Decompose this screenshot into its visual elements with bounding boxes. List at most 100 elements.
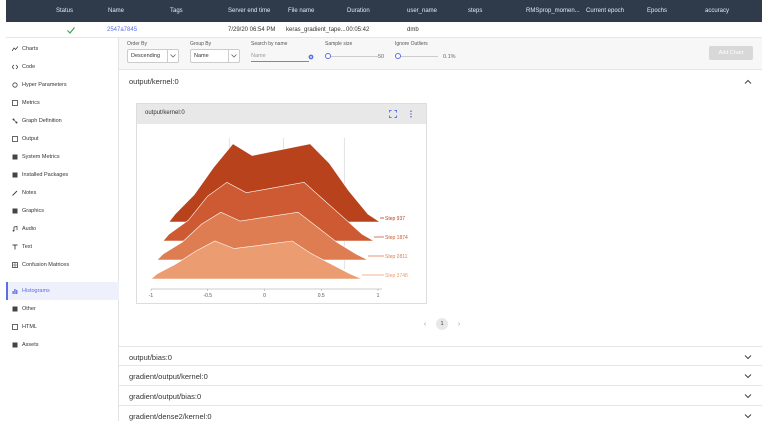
audio-icon	[12, 226, 18, 232]
col-steps[interactable]: steps	[468, 8, 483, 14]
sidebar-item-label: Metrics	[22, 100, 40, 106]
sidebar-item-graphics[interactable]: Graphics	[6, 202, 119, 220]
sidebar-item-label: Code	[22, 64, 36, 70]
page-number[interactable]: 1	[436, 318, 448, 330]
col-tags[interactable]: Tags	[170, 8, 183, 14]
histogram-layer	[150, 240, 363, 280]
search-label: Search by name	[251, 41, 288, 47]
sample-size-label: Sample size	[325, 41, 353, 47]
histogram-card: output/kernel:0 Step 937 Step 1874 Step 28…	[136, 103, 427, 304]
sidebar-item-label: Output	[22, 136, 39, 142]
prev-page-button[interactable]: ‹	[423, 320, 427, 328]
graphics-icon	[12, 208, 18, 214]
assets-icon	[12, 342, 18, 348]
sidebar-item-histograms[interactable]: Histograms	[6, 282, 119, 300]
sidebar-item-output[interactable]: Output	[6, 130, 119, 148]
more-options-icon[interactable]	[407, 110, 415, 118]
section-gradient-output-bias[interactable]: gradient/output/bias:0	[119, 386, 762, 406]
sidebar-item-label: Other	[22, 306, 36, 312]
sidebar-item-text[interactable]: Text	[6, 238, 119, 256]
series-label: Step 937	[385, 216, 405, 222]
system-metrics-icon	[12, 154, 18, 160]
group-by-label: Group By	[190, 41, 212, 47]
sample-size-handle[interactable]	[325, 53, 331, 59]
ignore-outliers-value: 0.1%	[443, 54, 456, 60]
col-name[interactable]: Name	[108, 8, 125, 14]
add-chart-button[interactable]: Add Chart	[709, 46, 753, 60]
histogram-toolbar: Order By Descending Group By Name Search…	[119, 38, 762, 70]
col-rmsprop[interactable]: RMSprop_momen...	[526, 8, 580, 14]
sidebar-item-label: Graphics	[22, 208, 45, 214]
sidebar-item-label: Graph Definition	[22, 118, 62, 124]
chevron-up-icon[interactable]	[744, 78, 752, 86]
sidebar-item-assets[interactable]: Assets	[6, 336, 119, 354]
sidebar-item-graph-definition[interactable]: Graph Definition	[6, 112, 119, 130]
run-name-link[interactable]: 2547a7845	[107, 27, 138, 33]
chevron-down-icon[interactable]	[744, 392, 752, 400]
hyperparameters-icon	[12, 82, 18, 88]
chevron-down-icon[interactable]	[744, 353, 752, 361]
sidebar-item-audio[interactable]: Audio	[6, 220, 119, 238]
col-current-epoch[interactable]: Current epoch	[586, 8, 625, 14]
run-file-name: keras_gradient_tape...	[286, 27, 346, 33]
check-icon	[67, 27, 75, 34]
sidebar-item-charts[interactable]: Charts	[6, 40, 119, 58]
order-by-select[interactable]: Descending	[127, 49, 179, 63]
col-file-name[interactable]: File name	[288, 8, 315, 14]
sidebar-item-system-metrics[interactable]: System Metrics	[6, 148, 119, 166]
order-by-label: Order By	[127, 41, 148, 47]
sidebar: Charts Code Hyper Parameters Metrics Gra…	[6, 38, 119, 421]
settings-icon[interactable]	[308, 54, 314, 60]
x-tick-label: 0.5	[318, 293, 325, 299]
sample-size-value: 50	[378, 54, 385, 60]
code-icon	[12, 64, 18, 70]
col-duration[interactable]: Duration	[347, 8, 370, 14]
ignore-outliers-handle[interactable]	[395, 53, 401, 59]
section-title: gradient/output/kernel:0	[129, 372, 208, 381]
card-title: output/kernel:0	[145, 110, 185, 116]
sidebar-item-notes[interactable]: Notes	[6, 184, 119, 202]
sidebar-item-hyper-parameters[interactable]: Hyper Parameters	[6, 76, 119, 94]
col-accuracy[interactable]: accuracy	[705, 8, 730, 14]
col-user-name[interactable]: user_name	[407, 8, 438, 14]
col-status[interactable]: Status	[56, 8, 74, 14]
sidebar-item-label: Audio	[22, 226, 37, 232]
ignore-outliers-slider[interactable]	[398, 56, 438, 57]
confusion-matrix-icon	[12, 262, 18, 268]
chevron-down-icon[interactable]	[744, 412, 752, 420]
sidebar-item-other[interactable]: Other	[6, 300, 119, 318]
next-page-button[interactable]: ›	[457, 320, 461, 328]
run-duration: 00:05:42	[346, 27, 370, 33]
section-output-kernel[interactable]: output/kernel:0	[119, 70, 762, 94]
section-gradient-output-kernel[interactable]: gradient/output/kernel:0	[119, 366, 762, 386]
table-row[interactable]: 2547a7845 7/29/20 06:54 PM keras_gradien…	[6, 22, 762, 38]
order-by-value: Descending	[131, 53, 161, 59]
table-header: Status Name Tags Server end time File na…	[6, 0, 762, 22]
sidebar-item-label: Confusion Matrices	[22, 262, 70, 268]
col-server-end-time[interactable]: Server end time	[228, 8, 271, 14]
sidebar-item-confusion-matrices[interactable]: Confusion Matrices	[6, 256, 119, 274]
sidebar-item-code[interactable]: Code	[6, 58, 119, 76]
search-placeholder: Name	[251, 53, 266, 59]
search-input[interactable]: Name	[251, 50, 309, 62]
output-icon	[12, 136, 18, 142]
run-user-name: dmb	[407, 27, 419, 33]
metrics-icon	[12, 100, 18, 106]
col-epochs[interactable]: Epochs	[647, 8, 668, 14]
sidebar-item-label: Assets	[22, 342, 39, 348]
series-label: Step 2811	[385, 254, 408, 260]
section-output-bias[interactable]: output/bias:0	[119, 346, 762, 366]
group-by-select[interactable]: Name	[190, 49, 240, 63]
sidebar-item-metrics[interactable]: Metrics	[6, 94, 119, 112]
sidebar-item-html[interactable]: HTML	[6, 318, 119, 336]
fullscreen-icon[interactable]	[389, 110, 397, 118]
x-tick-label: -1	[149, 293, 154, 299]
ignore-outliers-label: Ignore Outliers	[395, 41, 428, 47]
notes-icon	[12, 190, 18, 196]
sample-size-slider[interactable]	[328, 56, 378, 57]
series-label: Step 3748	[385, 273, 408, 279]
sidebar-item-label: Histograms	[22, 288, 50, 294]
chevron-down-icon[interactable]	[744, 372, 752, 380]
section-gradient-dense2-kernel[interactable]: gradient/dense2/kernel:0	[119, 406, 762, 421]
sidebar-item-installed-packages[interactable]: Installed Packages	[6, 166, 119, 184]
